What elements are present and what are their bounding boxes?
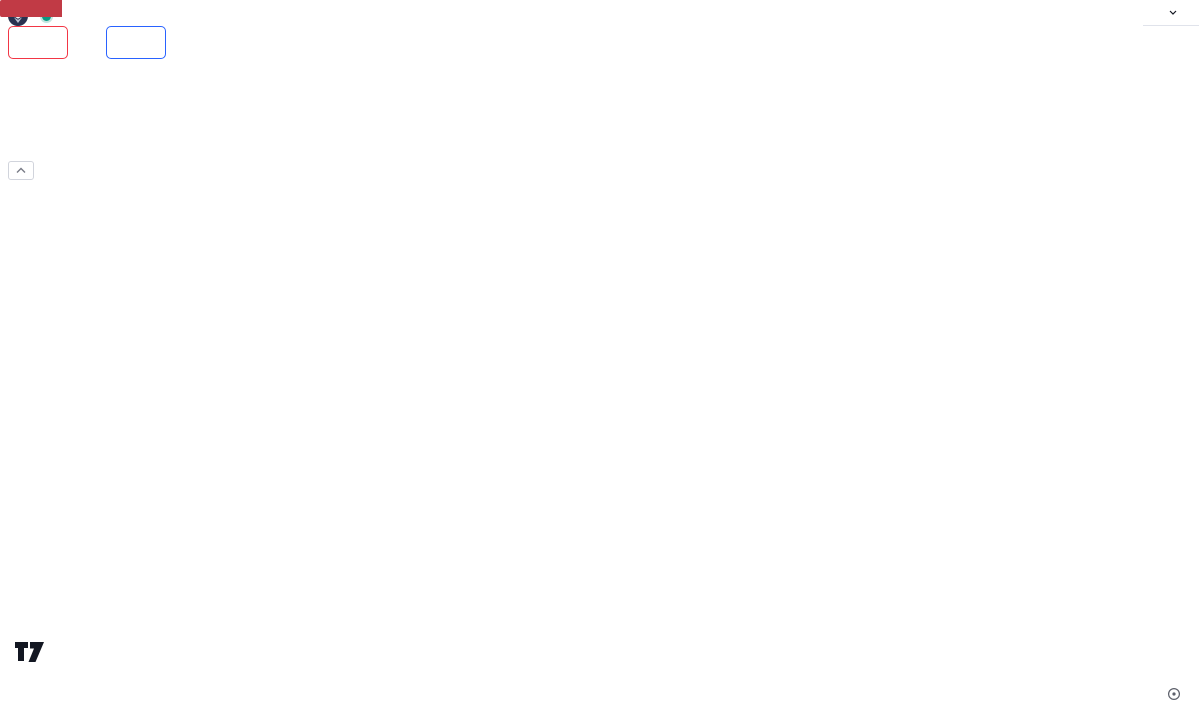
symbol-axis-label: [0, 0, 62, 17]
time-axis[interactable]: [0, 683, 1199, 705]
tradingview-logo[interactable]: [14, 641, 46, 668]
scroll-to-realtime-icon[interactable]: [1167, 687, 1181, 705]
chevron-up-icon: [16, 167, 26, 173]
sell-button[interactable]: [8, 26, 68, 59]
price-axis[interactable]: [1143, 0, 1199, 705]
collapse-legend-button[interactable]: [8, 161, 34, 180]
chevron-down-icon: [1169, 10, 1177, 15]
buy-button[interactable]: [106, 26, 166, 59]
axis-currency-dropdown[interactable]: [1143, 0, 1199, 26]
trade-panel: [8, 26, 166, 59]
